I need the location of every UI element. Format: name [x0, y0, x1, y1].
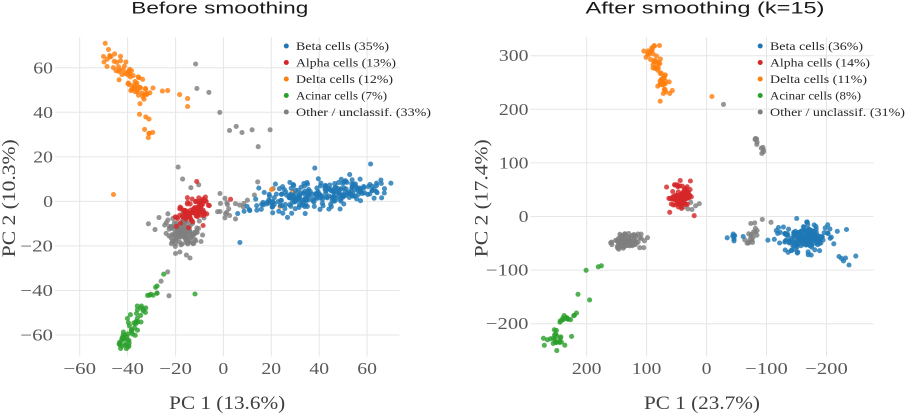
- svg-text:0: 0: [218, 359, 228, 378]
- svg-text:Alpha cells (13%): Alpha cells (13%): [296, 56, 396, 70]
- svg-text:Acinar cells (7%): Acinar cells (7%): [296, 89, 387, 103]
- svg-text:Before smoothing: Before smoothing: [131, 0, 308, 18]
- svg-text:−60: −60: [63, 359, 96, 378]
- svg-text:Delta cells (12%): Delta cells (12%): [296, 72, 393, 86]
- svg-text:Acinar cells (8%): Acinar cells (8%): [770, 89, 861, 103]
- svg-text:60: 60: [357, 359, 377, 378]
- svg-text:PC 2 (17.4%): PC 2 (17.4%): [473, 139, 493, 257]
- svg-text:0: 0: [519, 207, 529, 226]
- svg-text:−40: −40: [111, 359, 144, 378]
- svg-text:−100: −100: [486, 261, 529, 280]
- svg-text:Other / unclassif. (33%): Other / unclassif. (33%): [296, 105, 431, 119]
- svg-text:Delta cells (11%): Delta cells (11%): [770, 72, 867, 86]
- svg-text:Beta cells (36%): Beta cells (36%): [770, 39, 863, 53]
- svg-text:300: 300: [499, 46, 529, 65]
- svg-text:100: 100: [632, 359, 662, 378]
- svg-text:100: 100: [499, 153, 529, 172]
- svg-text:PC 1 (23.7%): PC 1 (23.7%): [644, 394, 760, 414]
- svg-text:0: 0: [43, 192, 53, 211]
- svg-text:40: 40: [33, 103, 53, 122]
- svg-text:200: 200: [572, 359, 602, 378]
- svg-text:After smoothing (k=15): After smoothing (k=15): [586, 0, 825, 18]
- svg-text:Other / unclassif. (31%): Other / unclassif. (31%): [770, 105, 905, 119]
- svg-text:60: 60: [33, 58, 53, 77]
- svg-text:−20: −20: [20, 236, 53, 255]
- svg-text:−60: −60: [20, 326, 53, 345]
- svg-text:200: 200: [499, 100, 529, 119]
- svg-text:−40: −40: [20, 281, 53, 300]
- svg-text:−200: −200: [486, 314, 529, 333]
- svg-text:Beta cells (35%): Beta cells (35%): [296, 39, 389, 53]
- svg-text:PC 2 (10.3%): PC 2 (10.3%): [0, 139, 20, 257]
- svg-text:20: 20: [261, 359, 281, 378]
- svg-text:−20: −20: [159, 359, 192, 378]
- svg-text:40: 40: [309, 359, 329, 378]
- svg-text:−200: −200: [805, 359, 848, 378]
- svg-text:20: 20: [33, 147, 53, 166]
- svg-text:PC 1 (13.6%): PC 1 (13.6%): [169, 394, 285, 414]
- svg-text:−100: −100: [745, 359, 788, 378]
- svg-text:Alpha cells (14%): Alpha cells (14%): [770, 56, 870, 70]
- svg-text:0: 0: [702, 359, 712, 378]
